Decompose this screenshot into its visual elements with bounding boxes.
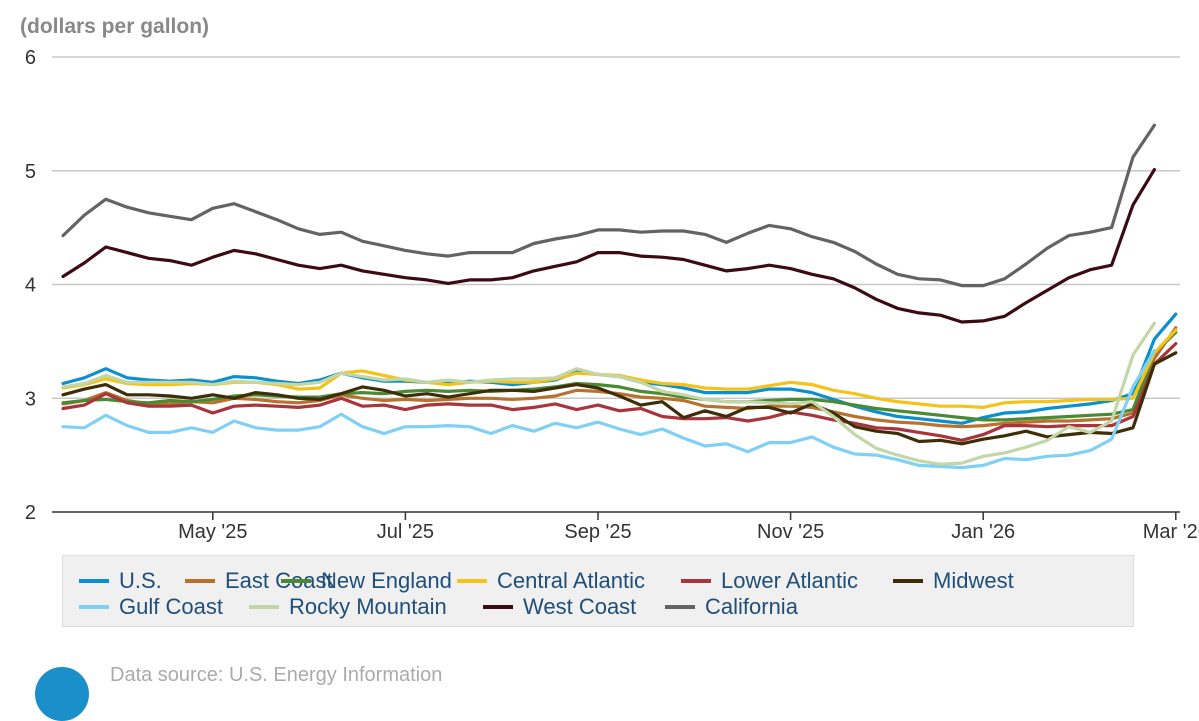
series-line-california [61,123,1157,288]
legend-label: California [705,594,798,619]
legend-item-midwest[interactable]: Midwest [893,568,1014,593]
x-tick-label: Sep '25 [564,521,631,543]
x-tick-label: May '25 [178,521,247,543]
legend-label: Midwest [933,568,1014,593]
legend-label: U.S. [119,568,162,593]
legend-label: Rocky Mountain [289,594,447,619]
legend-item-rocky-mountain[interactable]: Rocky Mountain [249,594,447,619]
legend-label: New England [321,568,452,593]
series-line-east-coast [61,326,1178,429]
legend-item-california[interactable]: California [665,594,798,619]
x-tick-label: Mar '26 [1143,521,1199,543]
x-tick-label: Jan '26 [951,521,1015,543]
legend-label: Lower Atlantic [721,568,858,593]
legend-swatch [681,579,711,583]
line-chart: (dollars per gallon) 2 3 4 5 6 May '25 Jul '2… [20,15,1199,543]
legend-swatch [249,605,279,609]
y-tick-label: 3 [25,388,36,410]
data-source-note: Data source: U.S. Energy Information [110,664,443,686]
legend-swatch [893,579,923,583]
legend-item-gulf-coast[interactable]: Gulf Coast [79,594,223,619]
y-tick-label: 4 [25,275,36,297]
x-tick-label: Jul '25 [377,521,434,543]
legend-item-lower-atlantic[interactable]: Lower Atlantic [681,568,858,593]
x-axis: May '25 Jul '25 Sep '25 Nov '25 Jan '26 Mar '… [52,511,1199,543]
legend-swatch [457,579,487,583]
y-tick-label: 6 [25,47,36,69]
gridlines [52,56,1180,399]
legend: U.S. East Coast New England Central Atlanti… [62,555,1134,627]
legend-label: East Coast [225,568,333,593]
x-tick-label: Nov '25 [757,521,824,543]
series-line-west-coast [61,168,1157,324]
legend-swatch [79,579,109,583]
legend-swatch [185,579,215,583]
legend-label: Central Atlantic [497,568,645,593]
legend-item-new-england[interactable]: New England [281,568,452,593]
legend-item-u-s[interactable]: U.S. [79,568,162,593]
series-lines [61,123,1178,470]
series-line-lower-atlantic [61,342,1178,442]
legend-item-central-atlantic[interactable]: Central Atlantic [457,568,645,593]
legend-item-east-coast[interactable]: East Coast [185,568,333,593]
legend-swatch [79,605,109,609]
series-line-midwest [61,351,1178,446]
y-tick-label: 2 [25,502,36,524]
legend-label: Gulf Coast [119,594,223,619]
y-tick-label: 5 [25,161,36,183]
series-line-gulf-coast [61,348,1157,470]
legend-swatch [665,605,695,609]
legend-swatch [281,579,311,583]
legend-item-west-coast[interactable]: West Coast [483,594,637,619]
legend-label: West Coast [523,594,637,619]
legend-swatch [483,605,513,609]
y-axis-unit-label: (dollars per gallon) [20,15,209,38]
eia-logo [35,667,89,721]
y-axis-ticks: 2 3 4 5 6 [25,47,36,524]
series-line-rocky-mountain [61,321,1157,466]
